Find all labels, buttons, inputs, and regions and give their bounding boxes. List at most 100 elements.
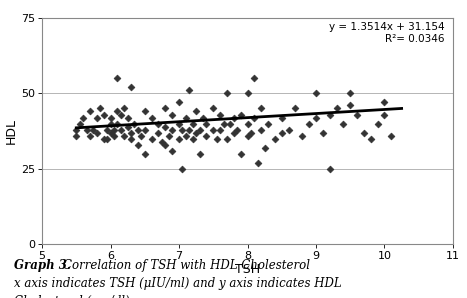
- Point: [213, 136, 220, 141]
- Point: [354, 112, 361, 117]
- Point: [113, 121, 121, 126]
- Point: [141, 151, 149, 156]
- Point: [175, 100, 183, 105]
- Point: [127, 85, 135, 90]
- Point: [127, 130, 135, 135]
- Point: [103, 136, 111, 141]
- Point: [169, 112, 176, 117]
- Point: [90, 127, 97, 132]
- Point: [148, 115, 156, 120]
- Point: [131, 121, 138, 126]
- Point: [155, 130, 162, 135]
- Point: [169, 148, 176, 153]
- Point: [83, 127, 90, 132]
- Point: [203, 121, 210, 126]
- Point: [117, 112, 125, 117]
- Point: [381, 100, 388, 105]
- Point: [264, 121, 272, 126]
- Point: [120, 106, 128, 111]
- Point: [247, 130, 255, 135]
- Point: [199, 115, 207, 120]
- Point: [185, 88, 193, 93]
- Point: [76, 121, 84, 126]
- Point: [319, 130, 326, 135]
- Point: [124, 115, 131, 120]
- Point: [278, 115, 285, 120]
- Point: [189, 121, 197, 126]
- Point: [179, 167, 186, 171]
- Point: [107, 130, 114, 135]
- Point: [223, 91, 231, 96]
- Point: [261, 145, 269, 150]
- Point: [127, 136, 135, 141]
- Point: [175, 136, 183, 141]
- Point: [182, 133, 190, 138]
- Point: [162, 142, 169, 147]
- Point: [244, 133, 251, 138]
- Point: [113, 109, 121, 114]
- Point: [72, 127, 80, 132]
- Point: [210, 106, 217, 111]
- Point: [230, 115, 238, 120]
- Point: [110, 133, 118, 138]
- Point: [79, 115, 87, 120]
- Point: [271, 136, 279, 141]
- Point: [312, 115, 320, 120]
- Point: [113, 76, 121, 81]
- Point: [251, 115, 258, 120]
- Point: [107, 121, 114, 126]
- Point: [278, 130, 285, 135]
- Point: [312, 91, 320, 96]
- Point: [244, 121, 251, 126]
- Point: [196, 151, 203, 156]
- Point: [175, 121, 183, 126]
- Point: [257, 127, 265, 132]
- Point: [333, 106, 340, 111]
- Point: [192, 130, 200, 135]
- Point: [141, 109, 149, 114]
- Point: [367, 136, 375, 141]
- Point: [148, 136, 156, 141]
- Point: [86, 109, 94, 114]
- Point: [254, 160, 262, 165]
- Point: [182, 115, 190, 120]
- Point: [347, 103, 354, 108]
- Point: [251, 76, 258, 81]
- Point: [162, 124, 169, 129]
- Point: [117, 127, 125, 132]
- Point: [165, 133, 172, 138]
- Point: [162, 106, 169, 111]
- Point: [326, 112, 333, 117]
- Point: [179, 127, 186, 132]
- Point: [230, 130, 238, 135]
- Point: [216, 112, 224, 117]
- Point: [388, 133, 395, 138]
- Point: [120, 133, 128, 138]
- Point: [192, 109, 200, 114]
- Y-axis label: HDL: HDL: [5, 118, 18, 144]
- Point: [226, 121, 234, 126]
- Point: [210, 127, 217, 132]
- Point: [216, 127, 224, 132]
- Point: [223, 136, 231, 141]
- Point: [86, 133, 94, 138]
- Point: [237, 151, 244, 156]
- Point: [141, 127, 149, 132]
- Point: [110, 127, 118, 132]
- X-axis label: TSH: TSH: [235, 263, 260, 276]
- Point: [244, 91, 251, 96]
- Point: [374, 121, 382, 126]
- Point: [103, 127, 111, 132]
- Point: [185, 127, 193, 132]
- Point: [234, 127, 241, 132]
- Point: [124, 124, 131, 129]
- Point: [72, 133, 80, 138]
- Point: [158, 139, 166, 144]
- Text: y = 1.3514x + 31.154
R²= 0.0346: y = 1.3514x + 31.154 R²= 0.0346: [329, 22, 445, 44]
- Point: [298, 133, 306, 138]
- Point: [285, 127, 292, 132]
- Point: [360, 130, 368, 135]
- Point: [93, 115, 100, 120]
- Point: [203, 133, 210, 138]
- Point: [169, 127, 176, 132]
